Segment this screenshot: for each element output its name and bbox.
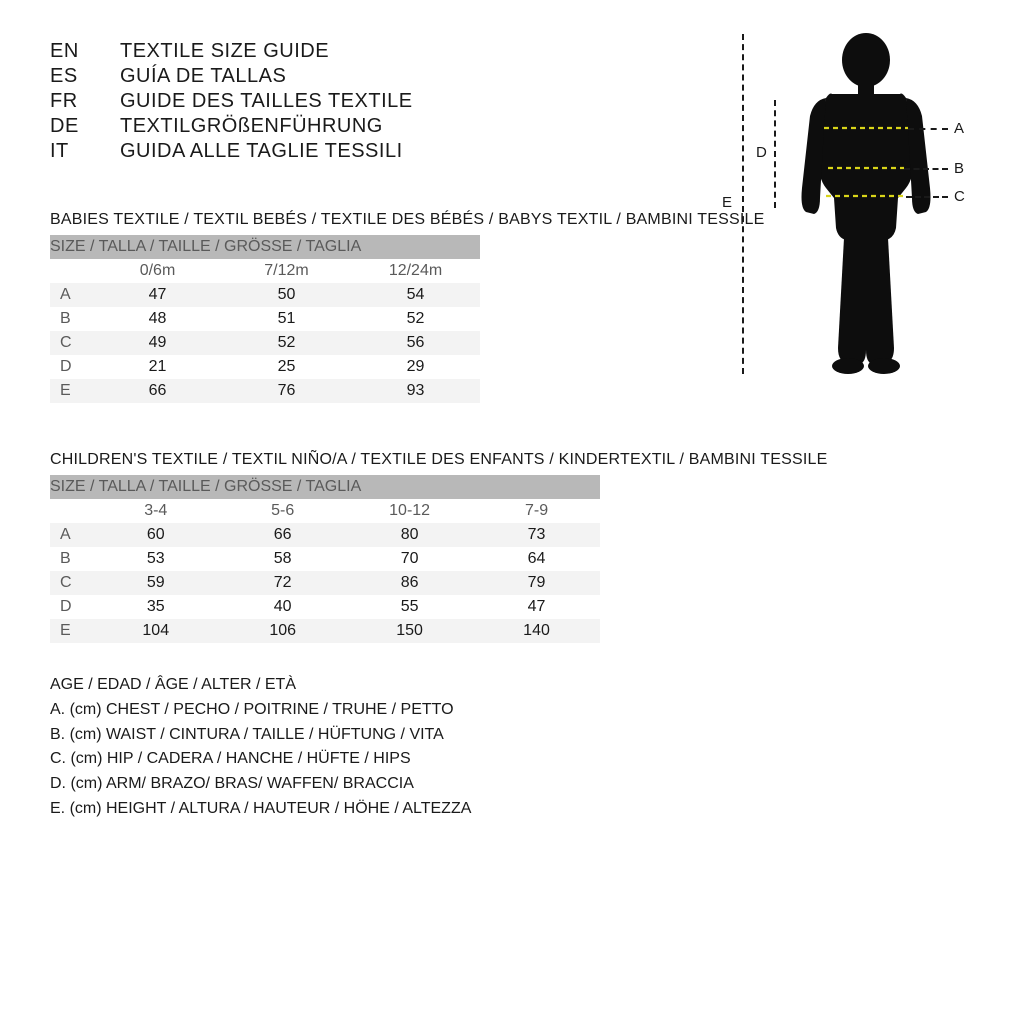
table-cell: 35 (92, 595, 219, 619)
lang-title: GUÍA DE TALLAS (120, 65, 286, 88)
legend-a: A. (cm) CHEST / PECHO / POITRINE / TRUHE… (50, 698, 974, 723)
lang-title: TEXTILE SIZE GUIDE (120, 40, 329, 63)
legend-c: C. (cm) HIP / CADERA / HANCHE / HÜFTE / … (50, 747, 974, 772)
table-cell: 40 (219, 595, 346, 619)
figure-label-a: A (954, 120, 964, 137)
legend-block: AGE / EDAD / ÂGE / ALTER / ETÀ A. (cm) C… (50, 673, 974, 822)
table-cell: 86 (346, 571, 473, 595)
table-cell: 52 (222, 331, 351, 355)
legend-d: D. (cm) ARM/ BRAZO/ BRAS/ WAFFEN/ BRACCI… (50, 772, 974, 797)
table-row: E104106150140 (50, 619, 600, 643)
size-column-header: 10-12 (346, 499, 473, 523)
table-cell: 72 (219, 571, 346, 595)
table-cell: 106 (219, 619, 346, 643)
lang-code: FR (50, 90, 90, 113)
blank-corner (50, 259, 93, 283)
table-cell: 150 (346, 619, 473, 643)
table-cell: 47 (93, 283, 222, 307)
table-cell: 73 (473, 523, 600, 547)
figure-label-d: D (756, 144, 767, 161)
table-cell: 59 (92, 571, 219, 595)
table-cell: 54 (351, 283, 480, 307)
row-label: C (50, 331, 93, 355)
table-cell: 80 (346, 523, 473, 547)
hip-c-dashed-ext (906, 196, 948, 198)
table-cell: 66 (93, 379, 222, 403)
table-row: A475054 (50, 283, 480, 307)
lang-code: DE (50, 115, 90, 138)
legend-e: E. (cm) HEIGHT / ALTURA / HAUTEUR / HÖHE… (50, 797, 974, 822)
table-cell: 60 (92, 523, 219, 547)
blank-corner (50, 499, 92, 523)
row-label: D (50, 595, 92, 619)
children-section-title: CHILDREN'S TEXTILE / TEXTIL NIÑO/A / TEX… (50, 451, 974, 469)
size-column-header: 7/12m (222, 259, 351, 283)
waist-b-dashed-ext (904, 168, 948, 170)
table-cell: 25 (222, 355, 351, 379)
size-header-bar: SIZE / TALLA / TAILLE / GRÖSSE / TAGLIA (50, 235, 480, 259)
legend-age: AGE / EDAD / ÂGE / ALTER / ETÀ (50, 673, 974, 698)
table-cell: 55 (346, 595, 473, 619)
size-column-header: 7-9 (473, 499, 600, 523)
table-cell: 53 (92, 547, 219, 571)
table-cell: 21 (93, 355, 222, 379)
table-cell: 51 (222, 307, 351, 331)
table-cell: 64 (473, 547, 600, 571)
table-cell: 66 (219, 523, 346, 547)
table-row: D35405547 (50, 595, 600, 619)
figure-label-e: E (722, 194, 732, 211)
arm-d-dashed-line (774, 100, 776, 208)
table-cell: 93 (351, 379, 480, 403)
table-cell: 56 (351, 331, 480, 355)
children-table: SIZE / TALLA / TAILLE / GRÖSSE / TAGLIA3… (50, 475, 974, 643)
lang-title: GUIDA ALLE TAGLIE TESSILI (120, 140, 403, 163)
size-column-header: 0/6m (93, 259, 222, 283)
size-column-header: 3-4 (92, 499, 219, 523)
table-cell: 52 (351, 307, 480, 331)
table-cell: 76 (222, 379, 351, 403)
table-row: E667693 (50, 379, 480, 403)
table-row: A60668073 (50, 523, 600, 547)
lang-title: TEXTILGRÖßENFÜHRUNG (120, 115, 383, 138)
table-row: C495256 (50, 331, 480, 355)
table-cell: 29 (351, 355, 480, 379)
table-cell: 70 (346, 547, 473, 571)
height-e-dashed-line (742, 34, 744, 374)
table-cell: 50 (222, 283, 351, 307)
row-label: B (50, 307, 93, 331)
row-label: D (50, 355, 93, 379)
table-cell: 79 (473, 571, 600, 595)
table-row: D212529 (50, 355, 480, 379)
table-cell: 58 (219, 547, 346, 571)
table-cell: 140 (473, 619, 600, 643)
chest-a-dashed-ext (908, 128, 948, 130)
table-cell: 104 (92, 619, 219, 643)
table-row: C59728679 (50, 571, 600, 595)
table-row: B53587064 (50, 547, 600, 571)
row-label: E (50, 379, 93, 403)
table-cell: 49 (93, 331, 222, 355)
table-row: B485152 (50, 307, 480, 331)
figure-label-b: B (954, 160, 964, 177)
table-cell: 48 (93, 307, 222, 331)
lang-title: GUIDE DES TAILLES TEXTILE (120, 90, 413, 113)
lang-code: IT (50, 140, 90, 163)
row-label: A (50, 523, 92, 547)
size-column-header: 12/24m (351, 259, 480, 283)
body-silhouette-figure: E D (766, 28, 966, 388)
figure-label-c: C (954, 188, 965, 205)
size-header-bar: SIZE / TALLA / TAILLE / GRÖSSE / TAGLIA (50, 475, 600, 499)
row-label: B (50, 547, 92, 571)
row-label: E (50, 619, 92, 643)
child-silhouette-icon (766, 28, 966, 378)
row-label: C (50, 571, 92, 595)
table-cell: 47 (473, 595, 600, 619)
size-column-header: 5-6 (219, 499, 346, 523)
row-label: A (50, 283, 93, 307)
lang-code: EN (50, 40, 90, 63)
legend-b: B. (cm) WAIST / CINTURA / TAILLE / HÜFTU… (50, 723, 974, 748)
lang-code: ES (50, 65, 90, 88)
